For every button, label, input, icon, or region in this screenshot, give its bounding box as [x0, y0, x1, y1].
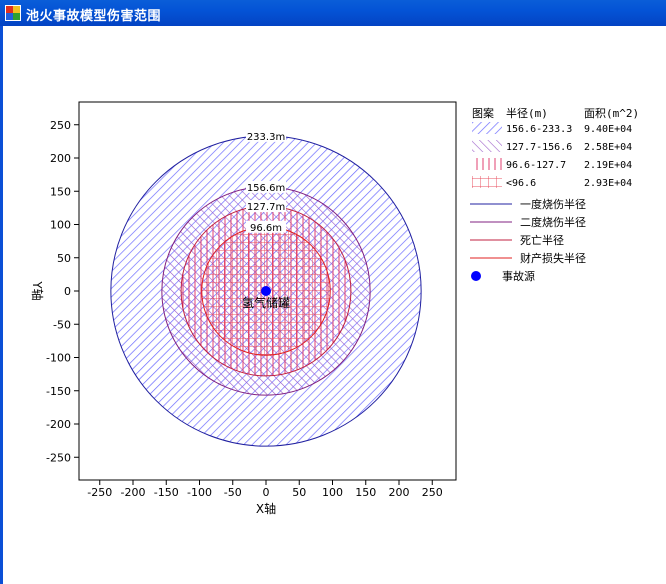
source-label: 氢气储罐 [242, 295, 290, 310]
legend-swatch [472, 122, 502, 134]
legend-zone-range: 156.6-233.3 [506, 124, 572, 135]
legend-source-marker [471, 271, 481, 281]
y-tick-label: 200 [50, 152, 71, 165]
x-tick-label: -200 [121, 486, 146, 499]
legend-swatch [472, 140, 502, 152]
radius-label: 233.3m [247, 132, 285, 143]
legend-zone-area: 2.93E+04 [584, 178, 632, 189]
x-tick-label: 50 [292, 486, 306, 499]
legend-zone-area: 2.58E+04 [584, 142, 632, 153]
y-tick-label: 50 [57, 252, 71, 265]
radius-label-bg [246, 180, 286, 193]
x-tick-label: 250 [422, 486, 443, 499]
x-tick-label: -250 [87, 486, 112, 499]
legend-zone-range: <96.6 [506, 178, 536, 189]
legend-line-label: 财产损失半径 [520, 251, 586, 265]
legend-source-label: 事故源 [502, 269, 535, 283]
legend-line-label: 死亡半径 [520, 233, 564, 247]
x-axis-label: X轴 [256, 501, 276, 516]
y-tick-label: 250 [50, 119, 71, 132]
radius-label: 96.6m [250, 223, 282, 234]
window-title: 池火事故模型伤害范围 [26, 9, 162, 24]
y-tick-label: -100 [46, 352, 71, 365]
y-tick-label: -200 [46, 418, 71, 431]
legend-swatch [472, 158, 502, 170]
legend: 图案 半径(m) 面积(m^2) 156.6-233.3 9.40E+04 127.… [470, 106, 639, 283]
legend-line-label: 二度烧伤半径 [520, 215, 586, 229]
y-tick-label: 100 [50, 219, 71, 232]
app-icon [5, 5, 21, 21]
radius-label-bg [246, 129, 286, 142]
legend-zone-range: 127.7-156.6 [506, 142, 572, 153]
x-tick-label: -100 [187, 486, 212, 499]
y-tick-label: -150 [46, 385, 71, 398]
legend-swatch [472, 176, 502, 188]
x-tick-label: 200 [389, 486, 410, 499]
legend-header-pattern: 图案 [472, 106, 494, 120]
chart: 233.3m 156.6m 127.7m 96.6m -250 -200 -150 -100… [30, 101, 639, 516]
x-tick-label: 150 [355, 486, 376, 499]
title-bar[interactable]: 池火事故模型伤害范围 [0, 0, 666, 26]
legend-line-label: 一度烧伤半径 [520, 197, 586, 211]
y-tick-label: 150 [50, 185, 71, 198]
legend-zone-area: 9.40E+04 [584, 124, 632, 135]
radius-label: 156.6m [247, 183, 285, 194]
radius-label: 127.7m [247, 202, 285, 213]
x-tick-label: 100 [322, 486, 343, 499]
radius-label-bg [246, 200, 286, 213]
y-axis-label: Y轴 [30, 280, 45, 300]
y-tick-label: -50 [53, 318, 71, 331]
window-border [0, 26, 3, 584]
x-tick-label: -150 [154, 486, 179, 499]
x-tick-label: 0 [263, 486, 270, 499]
radius-label-bg [246, 220, 286, 233]
legend-zone-range: 96.6-127.7 [506, 160, 566, 171]
legend-zone-area: 2.19E+04 [584, 160, 632, 171]
x-tick-label: -50 [224, 486, 242, 499]
legend-header-radius: 半径(m) [506, 106, 548, 120]
y-tick-label: -250 [46, 451, 71, 464]
legend-header-area: 面积(m^2) [584, 107, 639, 120]
accident-source-point [261, 286, 271, 296]
y-tick-label: 0 [64, 285, 71, 298]
